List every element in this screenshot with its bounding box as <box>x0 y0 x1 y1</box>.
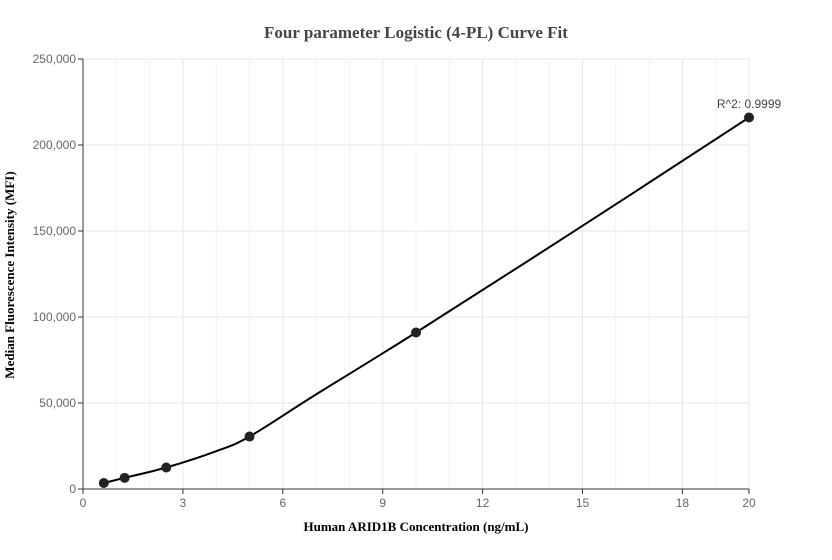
x-tick-label: 18 <box>676 496 690 510</box>
y-tick-label: 50,000 <box>39 396 76 410</box>
data-point <box>161 462 172 473</box>
r-squared-annotation: R^2: 0.9999 <box>717 97 782 111</box>
fit-curve-line <box>103 116 750 484</box>
data-point <box>411 327 421 338</box>
y-axis-ticks: 0 50,000 100,000 150,000 200,000 250,000 <box>33 52 83 496</box>
x-tick-label: 0 <box>80 496 87 510</box>
y-tick-label: 150,000 <box>33 224 77 238</box>
x-tick-label: 15 <box>576 496 590 510</box>
data-point <box>744 112 754 123</box>
x-axis-ticks: 0 3 6 9 12 15 18 20 <box>80 489 756 510</box>
y-tick-label: 250,000 <box>33 52 77 66</box>
x-tick-label: 3 <box>180 496 187 510</box>
x-tick-label: 9 <box>379 496 386 510</box>
data-point <box>244 431 255 442</box>
chart-title: Four parameter Logistic (4-PL) Curve Fit <box>264 23 568 42</box>
data-point <box>98 477 109 488</box>
y-tick-label: 200,000 <box>33 138 77 152</box>
y-tick-label: 100,000 <box>33 310 77 324</box>
data-point <box>119 472 130 483</box>
x-tick-label: 12 <box>476 496 490 510</box>
data-points <box>98 112 754 488</box>
x-axis-title: Human ARID1B Concentration (ng/mL) <box>304 519 529 534</box>
y-axis-title: Median Fluorescence Intensity (MFI) <box>2 171 17 378</box>
x-tick-label: 20 <box>742 496 756 510</box>
y-tick-label: 0 <box>69 482 76 496</box>
grid <box>83 58 750 489</box>
axes <box>82 59 749 490</box>
x-tick-label: 6 <box>279 496 286 510</box>
